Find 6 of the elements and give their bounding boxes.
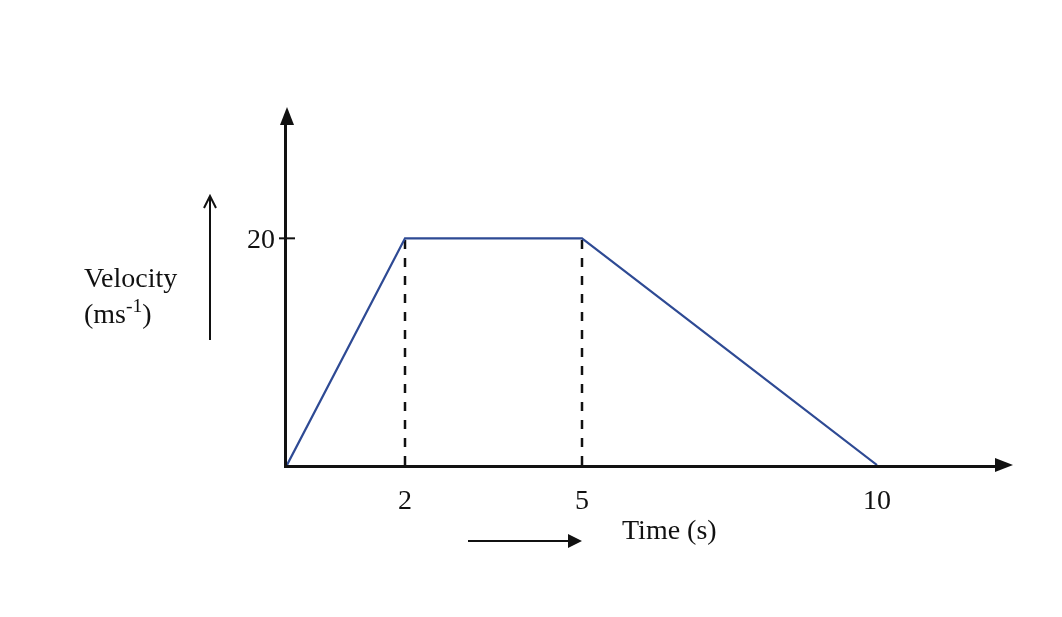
x-tick-label: 2	[398, 484, 412, 516]
y-axis-title: Velocity (ms$^{-1}$)	[84, 262, 178, 330]
x-axis-title: Time (s)	[622, 514, 717, 545]
text: 20	[247, 223, 275, 254]
x-tick-label: 5	[575, 484, 589, 516]
x-tick-label: 10	[863, 484, 891, 516]
